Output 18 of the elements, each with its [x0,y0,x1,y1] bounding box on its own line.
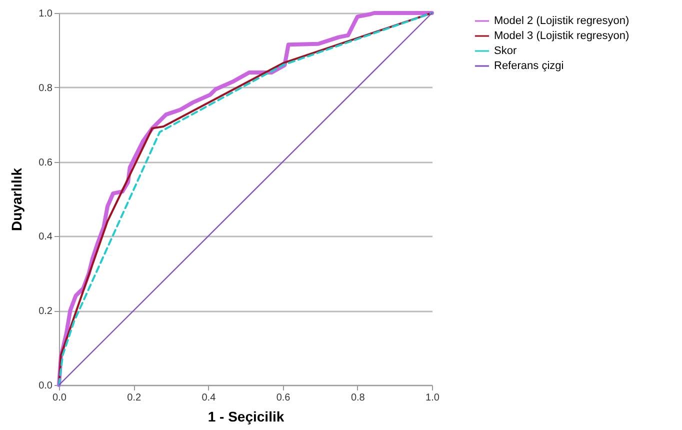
x-tick-label: 0.4 [202,392,216,404]
y-tick-label: 0.4 [38,232,53,243]
x-tick-label: 0.6 [276,392,291,404]
y-tick-label: 0.0 [38,380,53,392]
x-tick-label: 0.2 [127,392,142,404]
y-tick-label: 0.8 [38,82,53,94]
legend-label: Referans çizgi [494,60,564,72]
y-tick-label: 0.2 [38,306,53,318]
x-tick-label: 0.0 [52,392,67,404]
x-tick-label: 1.0 [426,392,440,404]
legend-label: Skor [494,45,517,57]
y-tick-label: 0.6 [38,157,53,168]
x-axis-title: 1 - Seçicilik [208,408,284,424]
y-tick-label: 1.0 [38,8,53,20]
x-tick-label: 0.8 [350,392,366,404]
legend-label: Model 2 (Lojistik regresyon) [494,15,630,27]
legend-label: Model 3 (Lojistik regresyon) [494,30,630,42]
y-axis-title: Duyarlılık [8,168,25,232]
